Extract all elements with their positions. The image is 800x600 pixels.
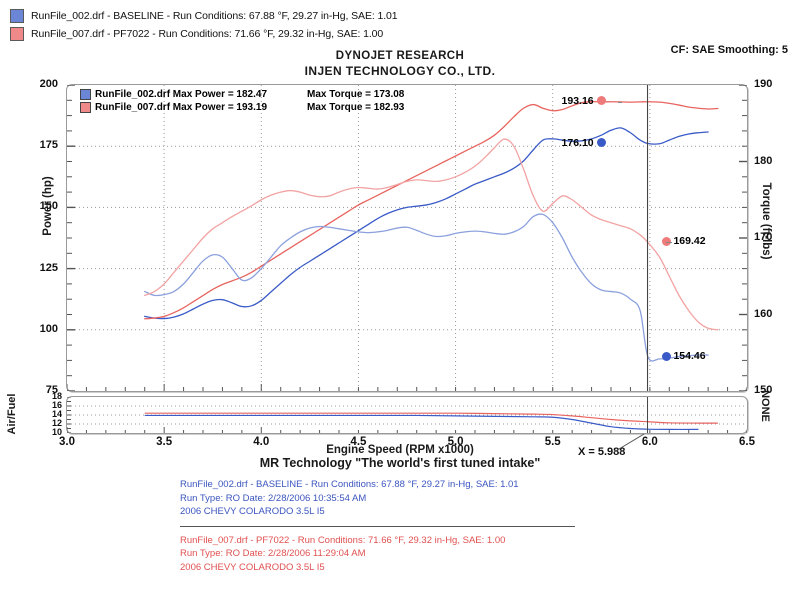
- y-axis-left-label: Power (hp): [42, 176, 54, 236]
- y-right-tick-160: 160: [754, 307, 773, 320]
- header-run-row-2: RunFile_007.drf - PF7022 - Run Condition…: [10, 26, 650, 42]
- callout-dot: [661, 237, 671, 247]
- legend-002-power: RunFile_002.drf Max Power = 182.47: [95, 89, 268, 100]
- y-left-tick-75: 75: [45, 384, 58, 396]
- y-right-tick-170: 170: [754, 231, 773, 243]
- callout-value: 176.10: [561, 136, 594, 149]
- legend-swatch-007: [80, 102, 91, 113]
- footer-tagline: MR Technology "The world's first tuned i…: [259, 456, 541, 470]
- y-left-tick-200: 200: [39, 78, 58, 90]
- inner-legend-row-2: RunFile_007.drf Max Power = 193.19 Max T…: [80, 101, 470, 114]
- company-title: INJEN TECHNOLOGY CO., LTD.: [304, 64, 496, 78]
- x-tick-5.5: 5.5: [544, 436, 561, 448]
- footer-run-b-line1: RunFile_007.drf - PF7022 - Run Condition…: [180, 534, 506, 546]
- x-tick-6.0: 6.0: [641, 436, 658, 448]
- run-007-color-swatch: [10, 27, 24, 41]
- airfuel-axis-label: Air/Fuel: [6, 393, 18, 435]
- footer-run-a-line2: Run Type: RO Date: 2/28/2006 10:35:54 AM: [180, 492, 367, 504]
- airfuel-tick-16: 16: [51, 400, 62, 410]
- y-left-tick-175: 175: [39, 139, 58, 152]
- none-axis-label: NONE: [759, 390, 771, 422]
- footer-run-a-line1: RunFile_002.drf - BASELINE - Run Conditi…: [180, 479, 519, 490]
- x-axis-label: Engine Speed (RPM x1000): [326, 444, 474, 456]
- airfuel-svg: [67, 397, 747, 433]
- power-torque-plot: [66, 84, 748, 392]
- header-run-row-1: RunFile_002.drf - BASELINE - Run Conditi…: [10, 8, 650, 24]
- footer-run-b-line2: Run Type: RO Date: 2/28/2006 11:29:04 AM: [180, 548, 366, 559]
- series-runfile-007-drf-power: [144, 100, 719, 320]
- callout-torque-002: 154.46: [661, 349, 706, 362]
- y-right-tick-180: 180: [754, 154, 773, 167]
- run-002-color-swatch: [10, 9, 24, 23]
- y-axis-right-label: Torque (ft-lbs): [760, 182, 772, 260]
- dynojet-title: DYNOJET RESEARCH: [335, 50, 465, 62]
- callout-value: 154.46: [673, 349, 706, 362]
- x-tick-6.5: 6.5: [739, 436, 755, 448]
- inner-legend-row-1: RunFile_002.drf Max Power = 182.47 Max T…: [80, 88, 470, 101]
- cf-smoothing-label: CF: SAE Smoothing: 5: [670, 44, 788, 56]
- plot-inner-legend: RunFile_002.drf Max Power = 182.47 Max T…: [80, 88, 470, 116]
- plot-curves: [144, 100, 719, 362]
- legend-002-torque: Max Torque = 173.08: [307, 89, 405, 100]
- x-tick-4.5: 4.5: [350, 436, 367, 448]
- callout-value: 169.42: [673, 235, 706, 248]
- callout-dot: [661, 351, 671, 361]
- x-tick-3.0: 3.0: [59, 436, 75, 448]
- callout-value: 193.16: [561, 94, 594, 107]
- airfuel-curves: [144, 412, 718, 431]
- callout-torque-007: 169.42: [661, 235, 706, 248]
- run-002-header-text: RunFile_002.drf - BASELINE - Run Conditi…: [31, 10, 398, 22]
- callout-power-002: 176.10: [562, 137, 606, 149]
- callout-dot: [596, 138, 606, 148]
- series-runfile-007-drf-torque: [144, 138, 719, 331]
- y-left-tick-100: 100: [39, 322, 58, 335]
- x-tick-4.0: 4.0: [253, 436, 270, 448]
- run-007-header-text: RunFile_007.drf - PF7022 - Run Condition…: [31, 28, 384, 40]
- cursor-leader-line: [613, 433, 645, 453]
- callout-leader: [665, 242, 672, 244]
- plot-axis-ticks: [67, 85, 747, 391]
- legend-swatch-002: [80, 89, 91, 100]
- airfuel-runfile-002-drf-afr: [144, 414, 699, 431]
- callout-leader: [617, 101, 622, 103]
- x-tick-3.5: 3.5: [156, 436, 173, 448]
- plot-svg: [67, 85, 747, 391]
- y-left-tick-125: 125: [39, 261, 58, 274]
- series-runfile-002-drf-torque: [144, 213, 709, 362]
- callout-dot: [596, 96, 606, 106]
- footer-run-b-line3: 2006 CHEVY COLARODO 3.5L I5: [180, 561, 325, 573]
- legend-007-torque: Max Torque = 182.93: [307, 102, 405, 113]
- airfuel-tick-12: 12: [51, 418, 62, 428]
- legend-007-power: RunFile_007.drf Max Power = 193.19: [95, 102, 268, 113]
- callout-power-007: 193.16: [562, 95, 606, 107]
- airfuel-tick-18: 18: [51, 391, 62, 401]
- y-right-tick-190: 190: [754, 78, 773, 90]
- y-left-tick-150: 150: [39, 200, 58, 213]
- airfuel-runfile-007-drf-afr: [144, 412, 718, 424]
- airfuel-tick-10: 10: [51, 427, 62, 437]
- x-tick-5.0: 5.0: [447, 436, 464, 448]
- series-runfile-002-drf-power: [144, 127, 709, 320]
- x-cursor-readout: X = 5.988: [578, 446, 626, 458]
- airfuel-plot: [66, 396, 748, 434]
- y-right-tick-150: 150: [754, 384, 773, 396]
- airfuel-tick-14: 14: [51, 409, 62, 419]
- footer-run-details: RunFile_002.drf - BASELINE - Run Conditi…: [180, 478, 620, 574]
- footer-run-a-line3: 2006 CHEVY COLARODO 3.5L I5: [180, 506, 325, 517]
- header-run-legend: RunFile_002.drf - BASELINE - Run Conditi…: [10, 8, 650, 44]
- footer-divider: [180, 525, 575, 527]
